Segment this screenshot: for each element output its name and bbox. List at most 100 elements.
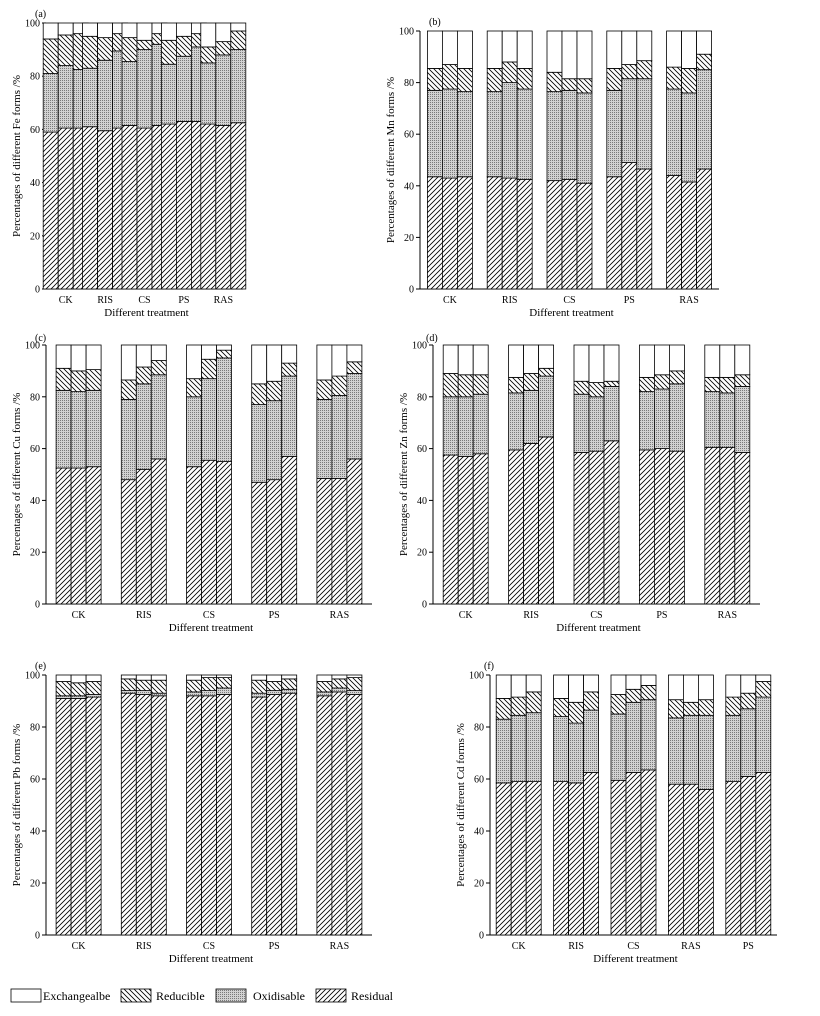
y-tick-label: 40 xyxy=(474,827,484,838)
bar-segment-exchangeable xyxy=(669,344,685,372)
bar-segment-exchangeable xyxy=(456,30,473,69)
bar-segment-oxidisable xyxy=(639,391,655,451)
y-axis-title: Percentages of different Fe forms /% xyxy=(11,75,23,237)
bar-segment-residual xyxy=(442,454,459,605)
bar-segment-reducible xyxy=(740,692,757,710)
y-axis-title: Percentages of different Mn forms /% xyxy=(385,77,397,243)
panel-tag: (c) xyxy=(35,333,46,344)
x-category-label: RIS xyxy=(502,295,518,306)
bar-segment-exchangeable xyxy=(576,30,593,80)
bar-segment-residual xyxy=(85,696,102,936)
bar-segment-oxidisable xyxy=(510,714,527,782)
chart-panel-4: 0 20 40 60 80 100 CK RIS CS PS RAS Different treatm… xyxy=(398,333,760,634)
x-category-label: RIS xyxy=(523,610,539,621)
bar-segment-reducible xyxy=(82,35,98,69)
bar-segment-reducible xyxy=(120,379,137,400)
bar-segment-reducible xyxy=(516,68,533,90)
bar-segment-reducible xyxy=(251,679,268,694)
y-axis-title: Percentages of different Cd forms /% xyxy=(455,723,467,887)
bar-segment-reducible xyxy=(85,369,102,391)
bar-segment-reducible xyxy=(200,46,217,64)
bar-segment-reducible xyxy=(316,379,333,400)
bar-segment-reducible xyxy=(160,39,177,65)
bar-segment-oxidisable xyxy=(281,375,298,457)
bar-segment-residual xyxy=(57,127,74,290)
bar-segment-reducible xyxy=(583,691,599,711)
bar-segment-reducible xyxy=(201,677,217,691)
x-category-label: RAS xyxy=(330,610,349,621)
bar-segment-reducible xyxy=(621,64,638,80)
bar-segment-oxidisable xyxy=(346,373,363,460)
bar-segment-oxidisable xyxy=(42,73,59,133)
bar-segment-residual xyxy=(121,125,138,290)
bar-segment-residual xyxy=(200,123,217,290)
bar-segment-oxidisable xyxy=(281,688,298,694)
bar-segment-exchangeable xyxy=(523,344,539,374)
bar-segment-residual xyxy=(640,769,657,936)
y-axis-title: Percentages of different Zn forms /% xyxy=(398,393,410,556)
bar-segment-reducible xyxy=(442,373,459,398)
bar-segment-exchangeable xyxy=(346,674,363,678)
bar-segment-oxidisable xyxy=(251,404,268,483)
y-axis-title: Percentages of different Cu forms /% xyxy=(11,393,23,557)
y-tick-label: 0 xyxy=(35,931,40,942)
bar-segment-reducible xyxy=(561,78,578,91)
bar-segment-residual xyxy=(136,127,153,290)
bar-segment-reducible xyxy=(508,376,525,394)
bar-segment-reducible xyxy=(603,380,620,387)
x-axis-title: Different treatment xyxy=(556,622,640,634)
bar-segment-reducible xyxy=(42,38,59,74)
bar-segment-exchangeable xyxy=(603,344,620,382)
panel-tag: (f) xyxy=(484,661,494,672)
bar-segment-reducible xyxy=(57,34,74,66)
bar-segment-reducible xyxy=(70,370,87,393)
bar-segment-oxidisable xyxy=(135,690,152,695)
bar-segment-oxidisable xyxy=(734,386,751,453)
bar-segment-exchangeable xyxy=(57,22,74,36)
bar-segment-exchangeable xyxy=(42,22,59,40)
y-tick-label: 100 xyxy=(412,341,427,352)
bar-segment-residual xyxy=(546,180,563,290)
bar-segment-residual xyxy=(610,779,627,936)
bar-segment-reducible xyxy=(640,685,657,701)
x-category-label: RAS xyxy=(214,295,233,306)
x-category-label: PS xyxy=(269,941,280,952)
bar-segment-exchangeable xyxy=(135,674,152,681)
bar-segment-exchangeable xyxy=(316,344,333,381)
bar-segment-reducible xyxy=(441,64,458,90)
bar-segment-exchangeable xyxy=(331,674,348,680)
x-category-label: CK xyxy=(72,941,87,952)
bar-segment-reducible xyxy=(525,691,542,714)
bar-segment-residual xyxy=(583,772,599,936)
bar-segment-residual xyxy=(525,781,542,936)
bar-segment-exchangeable xyxy=(704,344,721,378)
bar-segment-reducible xyxy=(639,376,655,393)
y-tick-label: 80 xyxy=(404,78,414,89)
bar-segment-reducible xyxy=(316,681,333,693)
bar-segment-residual xyxy=(120,479,137,605)
legend-swatch-reducible xyxy=(120,988,152,1003)
bar-segment-oxidisable xyxy=(704,391,721,448)
x-category-label: CK xyxy=(443,295,458,306)
legend-swatch-residual xyxy=(315,988,347,1003)
bar-segment-reducible xyxy=(201,358,217,380)
bar-segment-reducible xyxy=(175,35,192,57)
bar-segment-exchangeable xyxy=(135,344,152,368)
y-tick-label: 40 xyxy=(30,827,40,838)
bar-segment-exchangeable xyxy=(654,344,670,376)
bar-segment-residual xyxy=(266,694,283,936)
bar-segment-oxidisable xyxy=(150,374,167,460)
x-category-label: CK xyxy=(72,610,87,621)
bar-segment-exchangeable xyxy=(472,344,489,376)
x-category-label: RIS xyxy=(568,941,584,952)
bar-segment-reducible xyxy=(266,681,283,692)
bar-segment-oxidisable xyxy=(85,389,102,468)
legend-label-reducible: Reducible xyxy=(156,989,205,1003)
bar-segment-exchangeable xyxy=(55,674,72,682)
bar-segment-residual xyxy=(215,125,232,290)
x-category-label: PS xyxy=(743,941,754,952)
y-tick-label: 60 xyxy=(30,444,40,455)
x-category-label: CS xyxy=(203,610,215,621)
bar-segment-reducible xyxy=(588,382,605,398)
x-axis-title: Different treatment xyxy=(529,307,613,319)
